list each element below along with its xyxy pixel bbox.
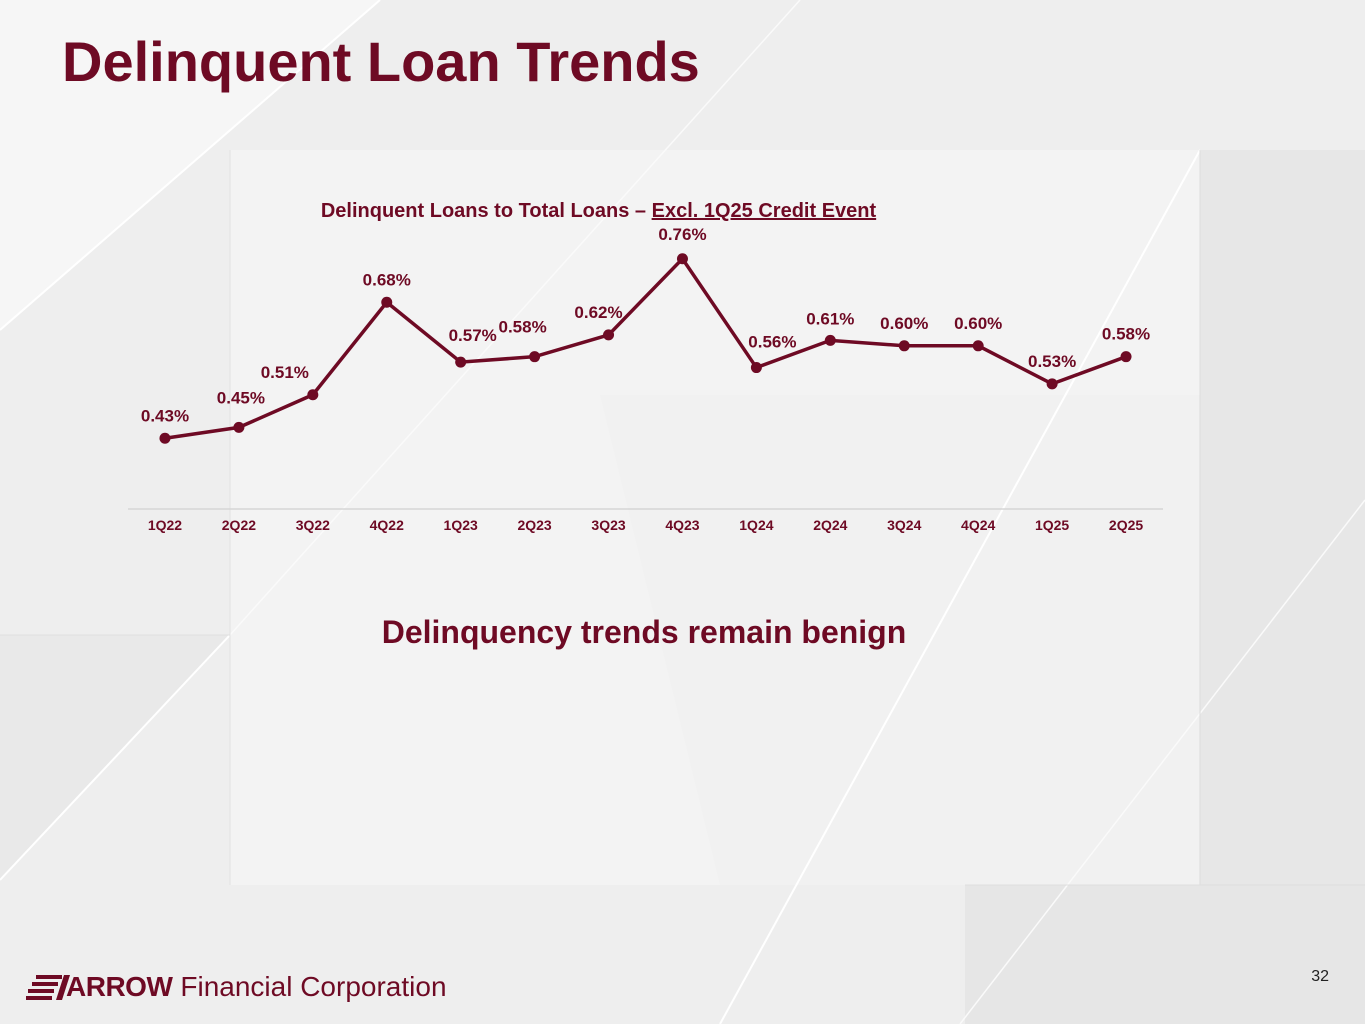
x-tick-label: 3Q24 xyxy=(887,517,921,533)
data-point xyxy=(750,362,762,374)
data-point xyxy=(159,432,171,444)
x-tick-label: 1Q25 xyxy=(1035,517,1069,533)
x-tick-label: 4Q23 xyxy=(665,517,699,533)
x-tick-label: 2Q23 xyxy=(517,517,551,533)
x-tick-label: 3Q23 xyxy=(591,517,625,533)
data-label: 0.68% xyxy=(363,270,411,289)
data-point xyxy=(824,334,836,346)
chart-title: Delinquent Loans to Total Loans – Excl. … xyxy=(0,198,1197,224)
data-point xyxy=(676,253,688,265)
data-point xyxy=(1120,351,1132,363)
x-tick-label: 1Q22 xyxy=(148,517,182,533)
company-logo: ARROW Financial Corporation xyxy=(26,967,447,1007)
data-point xyxy=(455,356,467,368)
callout-text: Delinquency trends remain benign xyxy=(381,614,907,650)
page-number: 32 xyxy=(1311,968,1329,985)
chart-title-underlined: Excl. 1Q25 Credit Event xyxy=(651,200,877,222)
data-label: 0.58% xyxy=(1102,325,1150,344)
data-point xyxy=(381,296,393,308)
x-tick-label: 4Q22 xyxy=(370,517,404,533)
data-label: 0.56% xyxy=(748,333,796,352)
data-label: 0.45% xyxy=(217,388,265,407)
chart-title-main: Delinquent Loans to Total Loans – xyxy=(320,200,652,222)
data-point xyxy=(1046,378,1058,390)
x-tick-label: 2Q24 xyxy=(813,517,847,533)
series-line xyxy=(164,255,1127,441)
logo-wordmark: Financial Corporation xyxy=(180,971,447,1002)
data-point xyxy=(307,389,319,401)
data-label: 0.57% xyxy=(449,326,497,345)
data-label: 0.51% xyxy=(261,363,309,382)
x-tick-label: 1Q24 xyxy=(739,517,773,533)
data-point xyxy=(529,351,541,363)
logo-wordmark-bold: ARROW xyxy=(66,971,173,1002)
data-point xyxy=(603,329,615,341)
data-label: 0.60% xyxy=(954,314,1002,333)
data-label: 0.58% xyxy=(499,318,547,337)
x-tick-label: 1Q23 xyxy=(444,517,478,533)
data-label: 0.76% xyxy=(658,225,706,244)
x-tick-label: 2Q25 xyxy=(1109,517,1143,533)
x-tick-label: 3Q22 xyxy=(296,517,330,533)
data-label: 0.43% xyxy=(141,406,189,425)
arrow-logo-icon xyxy=(26,975,70,1000)
data-label: 0.60% xyxy=(880,314,928,333)
data-label: 0.62% xyxy=(574,303,622,322)
data-label: 0.53% xyxy=(1028,352,1076,371)
data-point xyxy=(898,340,910,352)
data-label: 0.61% xyxy=(806,309,854,328)
data-point xyxy=(233,421,245,433)
x-tick-label: 4Q24 xyxy=(961,517,995,533)
data-point xyxy=(972,340,984,352)
x-tick-label: 2Q22 xyxy=(222,517,256,533)
page-title: Delinquent Loan Trends xyxy=(62,30,700,93)
